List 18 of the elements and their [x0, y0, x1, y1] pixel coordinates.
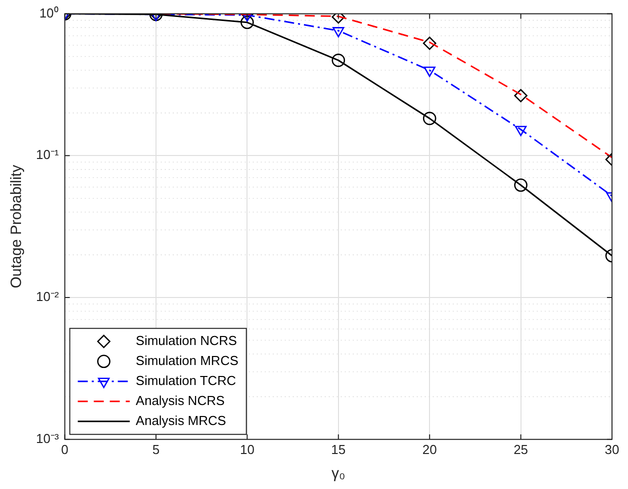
x-tick-label: 20	[422, 442, 437, 457]
y-tick-label: 10⁻²	[36, 289, 60, 304]
legend-label: Simulation NCRS	[136, 332, 238, 348]
y-tick-label: 10⁰	[39, 5, 59, 20]
legend-label: Simulation MRCS	[136, 352, 239, 368]
x-tick-label: 5	[152, 442, 160, 457]
y-tick-label: 10⁻³	[36, 430, 60, 446]
y-axis-title: Outage Probability	[8, 164, 26, 288]
legend-label: Analysis MRCS	[136, 412, 226, 428]
legend-label: Analysis NCRS	[136, 392, 225, 408]
x-tick-label: 25	[514, 442, 528, 457]
x-axis-title: γ₀	[332, 465, 346, 482]
x-tick-label: 15	[331, 442, 346, 457]
x-tick-label: 10	[240, 442, 254, 457]
legend-label: Simulation TCRC	[136, 372, 236, 388]
y-tick-label: 10⁻¹	[36, 147, 60, 162]
x-tick-label: 0	[61, 442, 68, 457]
x-tick-label: 30	[604, 442, 620, 457]
